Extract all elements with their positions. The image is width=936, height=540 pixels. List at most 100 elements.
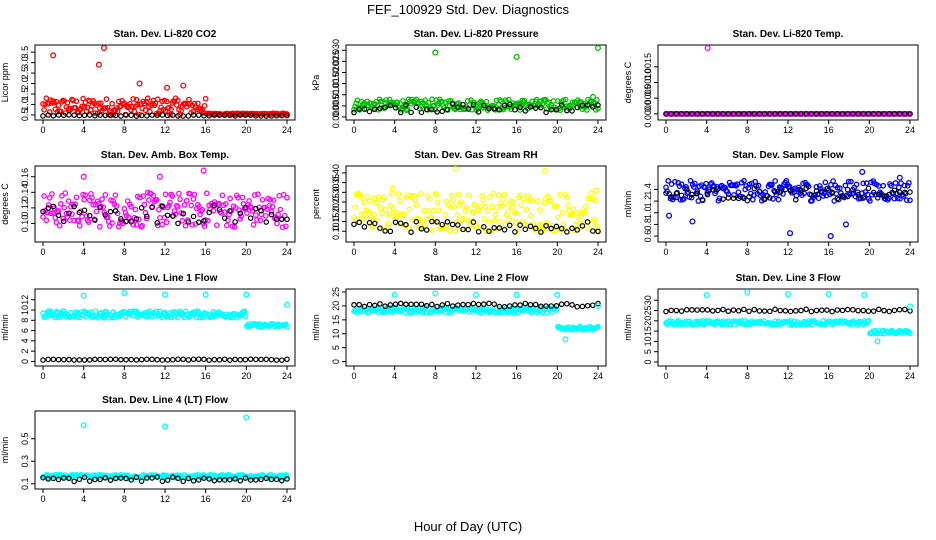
data-point — [238, 213, 245, 219]
data-point-black — [808, 308, 815, 315]
data-point — [57, 201, 64, 207]
data-point-black — [818, 111, 825, 117]
data-point-black — [715, 186, 721, 192]
data-point-black — [102, 356, 109, 363]
data-point-black — [725, 308, 732, 315]
x-tick-label: 20 — [241, 247, 251, 257]
data-point-black — [429, 106, 435, 113]
data-point-black — [772, 306, 778, 313]
data-point — [210, 207, 217, 214]
data-point — [809, 197, 815, 204]
outlier-point — [861, 292, 868, 299]
data-point — [183, 197, 190, 204]
y-axis-label: ml/min — [0, 314, 10, 341]
data-point — [242, 313, 249, 320]
panel-title: Stan. Dev. Line 2 Flow — [424, 273, 529, 284]
data-point-black — [782, 111, 789, 117]
data-point — [113, 105, 120, 111]
outlier-point — [827, 233, 834, 240]
data-point — [396, 197, 403, 204]
data-point-black — [444, 300, 451, 307]
y-tick-label: 0.030 — [331, 39, 341, 62]
y-axis-label: degrees C — [0, 183, 10, 225]
x-tick-label: 16 — [201, 371, 211, 381]
y-axis-label: ml/min — [311, 314, 321, 341]
x-tick-label: 16 — [824, 371, 834, 381]
data-point — [143, 215, 150, 222]
data-point-black — [715, 307, 721, 314]
x-tick-label: 12 — [160, 125, 170, 135]
data-point-black — [460, 301, 466, 308]
data-point — [678, 181, 685, 188]
data-point — [547, 226, 553, 233]
data-point — [241, 308, 248, 315]
x-tick-label: 0 — [40, 247, 45, 257]
data-point — [163, 219, 170, 226]
data-point — [449, 192, 455, 199]
data-point — [557, 191, 563, 198]
data-point-black — [195, 356, 202, 363]
data-point — [521, 97, 528, 104]
data-point-black — [496, 303, 503, 310]
data-point-black — [449, 303, 456, 309]
data-point — [365, 208, 372, 215]
x-tick-label: 24 — [282, 125, 292, 135]
y-tick-label: 10 — [20, 305, 30, 315]
x-tick-label: 4 — [704, 247, 709, 257]
data-point — [386, 211, 393, 217]
x-tick-label: 0 — [663, 247, 668, 257]
data-point-black — [118, 356, 124, 363]
outlier-point — [95, 61, 102, 68]
data-point — [741, 177, 747, 184]
data-point-black — [844, 111, 851, 117]
data-point-black — [553, 302, 560, 309]
data-point-black — [564, 107, 570, 114]
outlier-point — [371, 195, 378, 202]
x-tick-label: 24 — [905, 371, 915, 381]
data-point — [430, 207, 436, 214]
outlier-point — [594, 302, 602, 309]
outlier-point — [161, 291, 169, 298]
data-point-black — [730, 307, 737, 313]
data-point-black — [527, 223, 534, 230]
data-point-black — [284, 112, 290, 119]
data-point-black — [263, 113, 270, 119]
x-tick-label: 12 — [160, 371, 170, 381]
y-tick-label: 0.000 — [331, 106, 341, 129]
data-point — [455, 191, 462, 198]
data-point-black — [159, 203, 166, 209]
panel-title: Stan. Dev. Li-820 CO2 — [114, 29, 217, 40]
data-point-black — [413, 301, 420, 308]
x-axis-label: Hour of Day (UTC) — [414, 519, 522, 534]
data-point — [683, 318, 689, 325]
data-point — [906, 179, 912, 186]
data-point-black — [253, 113, 259, 119]
data-point-black — [746, 308, 752, 315]
data-point — [236, 207, 242, 214]
data-point-black — [403, 221, 409, 228]
data-point-black — [751, 111, 758, 117]
data-point-black — [154, 474, 161, 480]
data-point-black — [356, 219, 362, 226]
x-tick-label: 16 — [201, 247, 211, 257]
data-point-black — [237, 210, 244, 217]
data-point-black — [855, 307, 861, 314]
data-point — [65, 198, 72, 205]
data-point — [399, 211, 405, 218]
data-point-black — [590, 104, 596, 110]
data-point — [277, 206, 284, 213]
data-point-black — [798, 187, 804, 194]
data-point — [480, 197, 487, 203]
data-point-black — [683, 111, 690, 117]
data-point — [693, 318, 699, 325]
data-point-black — [55, 476, 62, 483]
outlier-point — [200, 167, 207, 174]
y-tick-label: 10 — [643, 336, 653, 346]
data-point-black — [180, 356, 186, 363]
data-point-black — [201, 113, 207, 119]
data-point-black — [881, 193, 887, 200]
data-point-black — [81, 112, 88, 119]
data-point-black — [45, 476, 51, 482]
data-point-black — [579, 223, 586, 229]
data-point — [353, 100, 360, 107]
